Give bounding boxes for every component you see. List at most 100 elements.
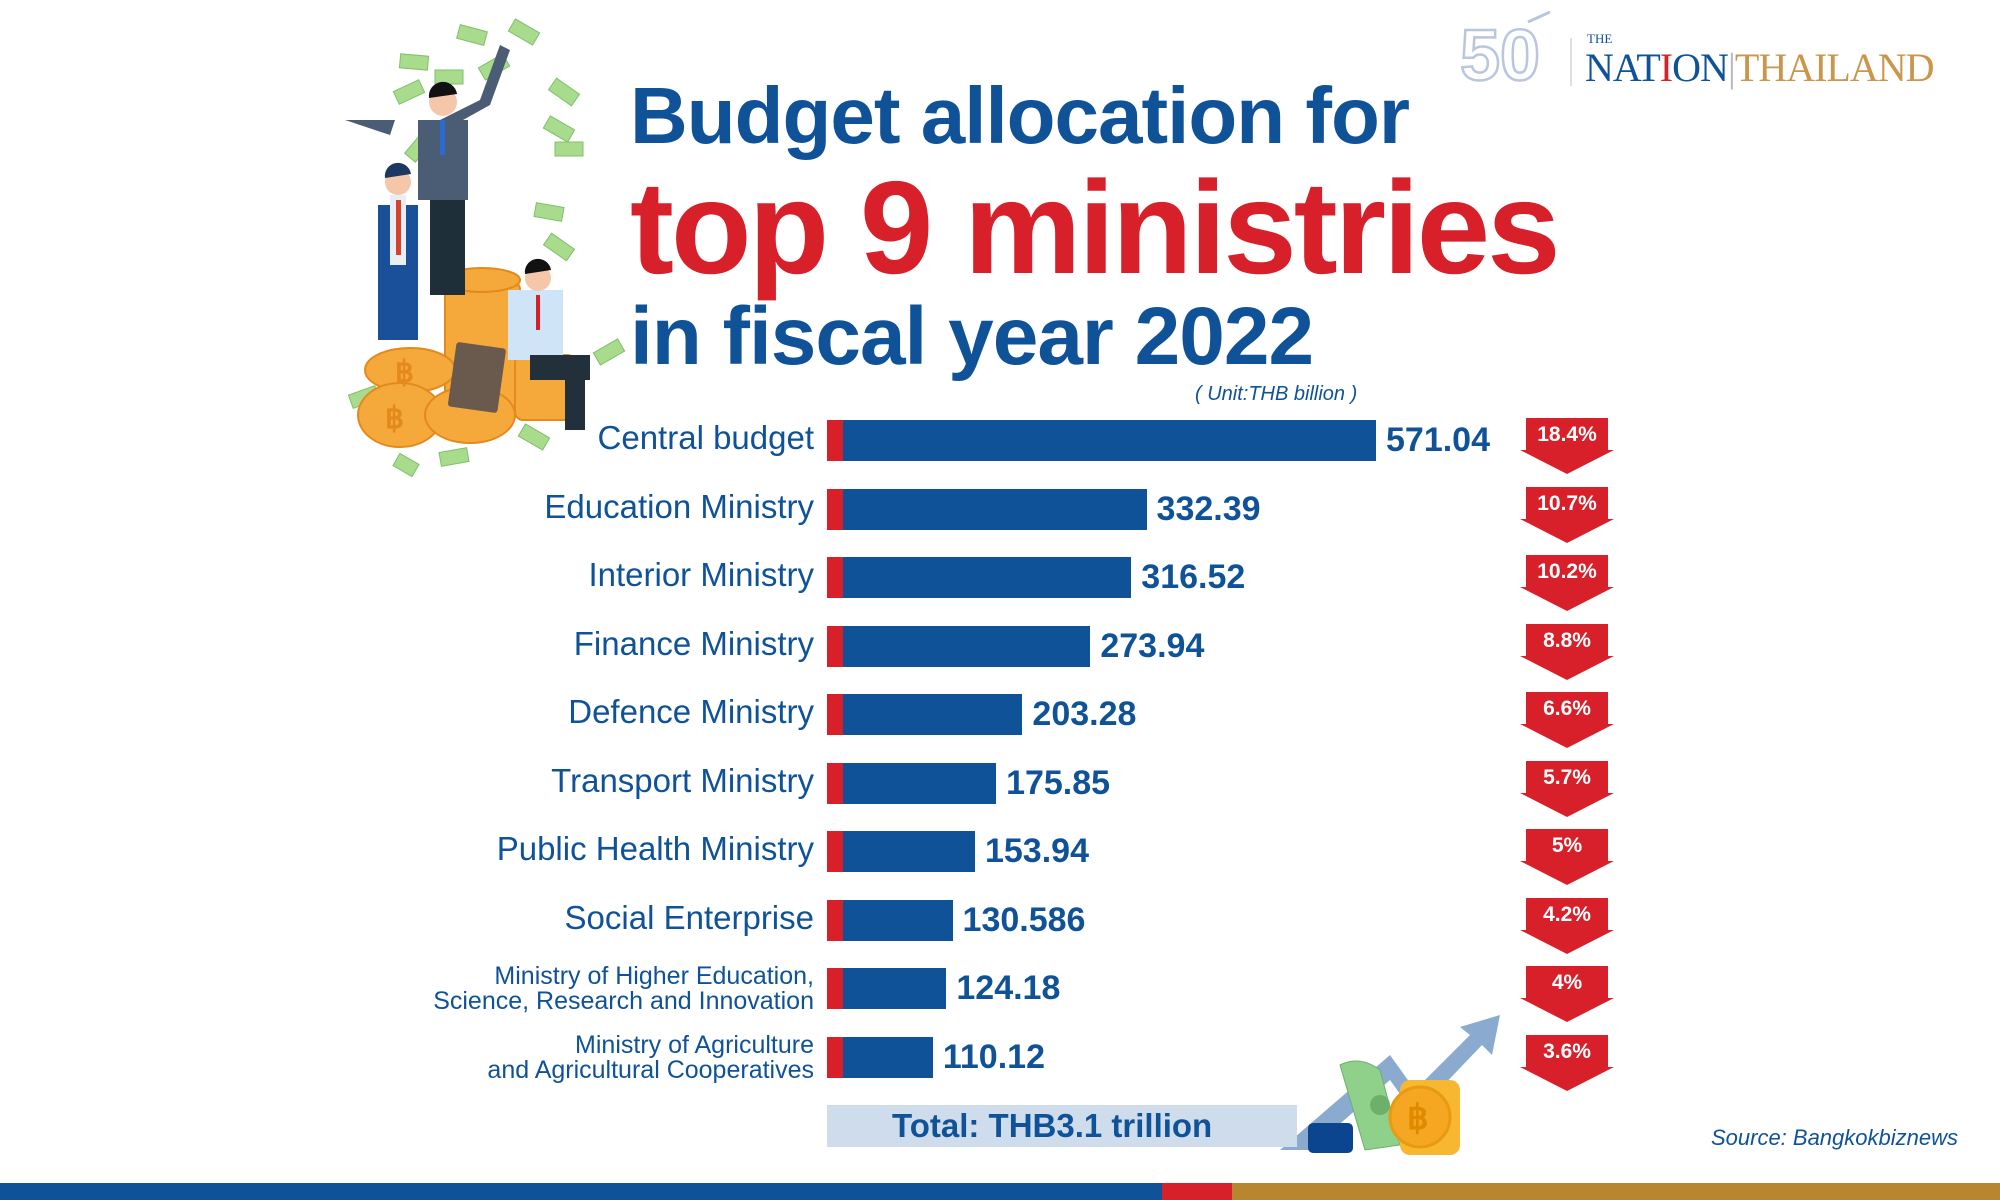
growth-arrow-illustration: ฿ bbox=[1280, 1015, 1500, 1155]
title-line-2: top 9 ministries bbox=[630, 154, 1561, 301]
svg-text:50: 50 bbox=[1460, 16, 1540, 85]
down-arrow-icon bbox=[1520, 897, 1614, 954]
down-arrow-icon bbox=[1520, 692, 1614, 748]
category-label-line: Defence Ministry bbox=[568, 693, 814, 730]
value-label: 571.04 bbox=[1386, 421, 1490, 459]
bar-cap bbox=[827, 831, 843, 872]
value-label: 273.94 bbox=[1100, 626, 1205, 665]
logo-nation-i: I bbox=[1659, 45, 1673, 90]
value-label: 175.85 bbox=[1006, 763, 1111, 802]
down-arrow-icon bbox=[1520, 486, 1614, 543]
title-line-1: Budget allocation for bbox=[630, 71, 1410, 160]
anniversary-50th-logo: 50 bbox=[1459, 10, 1551, 85]
category-label: Finance Ministry bbox=[573, 624, 814, 662]
bar bbox=[827, 557, 1132, 598]
logo-separator: | bbox=[1727, 45, 1736, 90]
title-line-3: in fiscal year 2022 bbox=[630, 291, 1314, 382]
share-badge: 5% bbox=[1520, 829, 1614, 885]
share-text: 18.4% bbox=[1537, 423, 1597, 446]
value-label: 316.52 bbox=[1141, 558, 1246, 596]
category-label: Ministry of Agriculture and Agricultural … bbox=[487, 1030, 814, 1084]
share-badge: 4.2% bbox=[1520, 897, 1614, 954]
share-badge: 4% bbox=[1520, 966, 1614, 1022]
bar bbox=[827, 1036, 933, 1078]
share-badge: 10.7% bbox=[1520, 486, 1614, 543]
down-arrow-icon bbox=[1520, 760, 1614, 817]
category-label: Ministry of Higher Education, Science, Re… bbox=[433, 964, 814, 1014]
svg-text:฿: ฿ bbox=[395, 356, 414, 389]
share-text: 8.8% bbox=[1543, 628, 1591, 652]
bar bbox=[827, 694, 1023, 735]
bar-cap bbox=[827, 625, 843, 667]
bar-cap bbox=[827, 1036, 843, 1078]
bar bbox=[827, 420, 1376, 461]
category-label: Defence Ministry bbox=[568, 693, 814, 730]
bar bbox=[827, 831, 975, 872]
share-badge: 18.4% bbox=[1520, 418, 1614, 474]
value-label: 203.28 bbox=[1032, 695, 1137, 733]
share-text: 4% bbox=[1551, 971, 1583, 994]
share-text: 5.7% bbox=[1543, 765, 1591, 789]
value-label: 110.12 bbox=[942, 1037, 1045, 1076]
share-badge: 8.8% bbox=[1520, 623, 1614, 680]
down-arrow-icon bbox=[1520, 623, 1614, 680]
value-label: 130.586 bbox=[962, 900, 1086, 939]
down-arrow-icon bbox=[1520, 966, 1614, 1022]
down-arrow-icon bbox=[1520, 555, 1614, 611]
down-arrow-icon bbox=[1520, 418, 1614, 474]
bar-cap bbox=[827, 557, 843, 598]
category-label-line: and Agricultural Cooperatives bbox=[487, 1055, 814, 1084]
category-label-line: Social Enterprise bbox=[564, 898, 814, 936]
share-text: 6.6% bbox=[1543, 697, 1591, 720]
category-label: Social Enterprise bbox=[564, 898, 814, 936]
category-label: Education Ministry bbox=[544, 487, 814, 525]
share-badge: 5.7% bbox=[1520, 760, 1614, 817]
category-label: Public Health Ministry bbox=[496, 830, 814, 867]
bar-cap bbox=[827, 488, 843, 530]
share-badge: 10.2% bbox=[1520, 555, 1614, 611]
total-box: Total: THB3.1 trillion bbox=[827, 1105, 1297, 1147]
svg-text:฿: ฿ bbox=[385, 402, 404, 435]
logo-the: THE bbox=[1587, 31, 1613, 46]
value-label: 332.39 bbox=[1156, 489, 1261, 528]
footer-bar-blue bbox=[0, 1183, 1162, 1200]
share-text: 3.6% bbox=[1543, 1039, 1591, 1063]
logo-nation-b: ON bbox=[1672, 45, 1729, 90]
down-arrow-icon bbox=[1520, 829, 1614, 885]
category-label-line: Ministry of Higher Education, bbox=[494, 962, 814, 990]
footer-bar-gold bbox=[1232, 1183, 2000, 1200]
down-arrow-icon bbox=[1520, 1034, 1614, 1091]
value-label: 124.18 bbox=[956, 969, 1061, 1007]
category-label-line: Finance Ministry bbox=[573, 624, 814, 662]
logo-divider bbox=[1570, 38, 1572, 86]
source-text: Source: Bangkokbiznews bbox=[1710, 1125, 1958, 1150]
share-text: 10.2% bbox=[1537, 560, 1597, 583]
category-label-line: Science, Research and Innovation bbox=[433, 987, 814, 1015]
category-label-line: Public Health Ministry bbox=[496, 830, 814, 867]
share-badge: 3.6% bbox=[1520, 1034, 1614, 1091]
value-label: 153.94 bbox=[984, 832, 1089, 870]
logo-thailand: THAILAND bbox=[1734, 45, 1935, 90]
nation-thailand-logo: NATION|THAILAND bbox=[1585, 45, 1935, 90]
category-label: Interior Ministry bbox=[588, 556, 814, 593]
bar-cap bbox=[827, 762, 843, 804]
business-illustration: ฿฿ bbox=[345, 18, 626, 478]
total-text: Total: THB3.1 trillion bbox=[892, 1107, 1213, 1144]
bar bbox=[827, 625, 1091, 667]
category-label-line: Ministry of Agriculture bbox=[575, 1030, 814, 1059]
bar-cap bbox=[827, 899, 843, 941]
share-badge: 6.6% bbox=[1520, 692, 1614, 748]
bar bbox=[827, 899, 953, 941]
category-label-line: Education Ministry bbox=[544, 487, 814, 525]
logo-nation-a: NAT bbox=[1585, 45, 1661, 90]
share-text: 10.7% bbox=[1537, 491, 1597, 515]
footer-bar-red bbox=[1162, 1183, 1232, 1200]
bar-cap bbox=[827, 694, 843, 735]
bar bbox=[827, 762, 997, 804]
share-text: 4.2% bbox=[1543, 902, 1591, 926]
share-text: 5% bbox=[1551, 834, 1583, 857]
bar bbox=[827, 968, 947, 1009]
category-label-line: Interior Ministry bbox=[588, 556, 814, 593]
svg-text:฿: ฿ bbox=[1407, 1099, 1429, 1137]
category-label: Central budget bbox=[598, 420, 814, 456]
